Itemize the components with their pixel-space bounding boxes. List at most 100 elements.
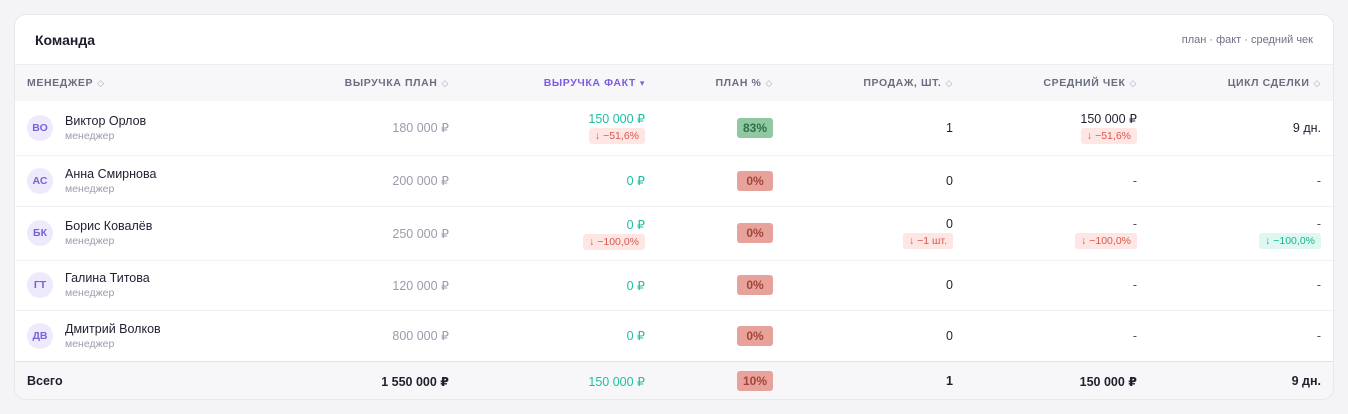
manager-cell: ДВ Дмитрий Волков менеджер: [15, 310, 275, 361]
manager-role: менеджер: [65, 287, 115, 299]
manager-cell: ВО Виктор Орлов менеджер: [15, 101, 275, 155]
manager-name: Анна Смирнова: [65, 166, 157, 181]
sort-icon: ◇: [441, 78, 449, 88]
manager-cell: ГТ Галина Титова менеджер: [15, 260, 275, 310]
column-header-revenue-fact[interactable]: Выручка факт ▾: [543, 77, 645, 89]
sort-icon: ◇: [97, 78, 105, 88]
manager-name: Галина Титова: [65, 271, 150, 285]
sales-count: 0: [946, 173, 953, 188]
average-check-delta-badge: ↓ −51,6%: [1080, 128, 1137, 145]
average-check-cell: -: [967, 155, 1151, 206]
manager-role: менеджер: [65, 182, 115, 195]
plan-percent-badge: 0%: [737, 223, 773, 243]
sales-count: 1: [946, 120, 953, 135]
total-revenue-plan: 1 550 000 ₽: [381, 374, 449, 389]
revenue-fact: 0 ₽: [626, 217, 645, 232]
deal-cycle-delta-badge: ↓ −100,0%: [1259, 233, 1321, 249]
sort-desc-icon: ▾: [639, 78, 645, 88]
average-check-cell: -: [967, 310, 1151, 361]
deal-cycle-cell: -: [1151, 310, 1333, 361]
deal-cycle: -: [1316, 173, 1321, 188]
deal-cycle-cell: -: [1151, 260, 1333, 310]
team-card: Команда план · факт · средний чек Менедж…: [14, 14, 1334, 400]
table-row[interactable]: ГТ Галина Титова менеджер 120 000 ₽ 0 ₽ 0% 0 - -: [15, 260, 1333, 310]
avatar: ДВ: [27, 322, 53, 349]
column-header-average-check[interactable]: Средний чек ◇: [1043, 77, 1137, 89]
average-check: -: [1132, 328, 1137, 343]
avatar: ГТ: [27, 272, 53, 298]
total-plan-percent-cell: 10%: [659, 361, 787, 399]
sales-count-cell: 1: [787, 101, 967, 155]
revenue-fact-delta-badge: ↓ −51,6%: [588, 128, 645, 145]
revenue-fact: 0 ₽: [626, 174, 645, 188]
avatar: ВО: [27, 114, 53, 141]
avatar: БК: [27, 220, 53, 246]
average-check: -: [1132, 217, 1137, 231]
revenue-plan: 200 000 ₽: [392, 174, 449, 188]
table-header-row: Менеджер ◇ Выручка план ◇ Выручка факт ▾ Пл…: [15, 65, 1333, 101]
sales-count-cell: 0: [787, 310, 967, 361]
card-header: Команда план · факт · средний чек: [15, 15, 1333, 65]
avatar: АС: [27, 167, 53, 194]
sales-count: 0: [946, 328, 953, 343]
plan-percent-cell: 0%: [659, 206, 787, 260]
average-check-cell: 150 000 ₽ ↓ −51,6%: [967, 101, 1151, 155]
total-deal-cycle: 9 дн.: [1291, 374, 1321, 389]
sales-count: 0: [946, 278, 953, 292]
total-revenue-fact: 150 000 ₽: [588, 374, 645, 389]
plan-percent-cell: 83%: [659, 101, 787, 155]
revenue-fact-cell: 0 ₽: [463, 260, 659, 310]
manager-role: менеджер: [65, 235, 115, 247]
average-check-delta-badge: ↓ −100,0%: [1075, 233, 1137, 249]
deal-cycle: 9 дн.: [1292, 120, 1321, 135]
sales-count-delta-badge: ↓ −1 шт.: [902, 233, 953, 249]
plan-percent-badge: 0%: [737, 325, 773, 346]
column-header-deal-cycle[interactable]: Цикл сделки ◇: [1227, 77, 1321, 89]
sales-count-cell: 0: [787, 260, 967, 310]
column-header-manager[interactable]: Менеджер ◇: [27, 77, 105, 89]
revenue-fact: 0 ₽: [626, 329, 645, 343]
deal-cycle-cell: 9 дн.: [1151, 101, 1333, 155]
average-check: 150 000 ₽: [1080, 112, 1137, 127]
plan-percent-badge: 0%: [737, 275, 773, 295]
revenue-fact-cell: 150 000 ₽ ↓ −51,6%: [463, 101, 659, 155]
revenue-fact: 150 000 ₽: [588, 112, 645, 127]
revenue-fact-cell: 0 ₽: [463, 155, 659, 206]
total-sales-count: 1: [946, 374, 953, 389]
revenue-plan: 120 000 ₽: [392, 278, 449, 293]
revenue-fact-delta-badge: ↓ −100,0%: [583, 233, 645, 250]
average-check-cell: -: [967, 260, 1151, 310]
column-header-sales-count[interactable]: Продаж, шт. ◇: [863, 77, 953, 89]
revenue-plan: 180 000 ₽: [392, 121, 449, 136]
sort-icon: ◇: [1313, 78, 1321, 88]
table-row[interactable]: АС Анна Смирнова менеджер 200 000 ₽ 0 ₽ 0% 0 - -: [15, 155, 1333, 206]
column-header-revenue-plan[interactable]: Выручка план ◇: [344, 77, 449, 89]
column-header-plan-percent[interactable]: План % ◇: [715, 77, 773, 89]
sales-count: 0: [946, 217, 953, 231]
deal-cycle: -: [1316, 328, 1321, 343]
plan-percent-badge: 10%: [736, 371, 773, 392]
plan-percent-cell: 0%: [659, 155, 787, 206]
plan-percent-cell: 0%: [659, 310, 787, 361]
deal-cycle: -: [1316, 278, 1321, 292]
revenue-plan: 800 000 ₽: [392, 329, 449, 343]
average-check: -: [1132, 173, 1137, 188]
card-title: Команда: [35, 31, 95, 48]
deal-cycle-cell: -: [1151, 155, 1333, 206]
plan-percent-cell: 0%: [659, 260, 787, 310]
sort-icon: ◇: [765, 78, 773, 88]
deal-cycle-cell: - ↓ −100,0%: [1151, 206, 1333, 260]
table-row[interactable]: ВО Виктор Орлов менеджер 180 000 ₽ 150 000 ₽…: [15, 101, 1333, 155]
manager-role: менеджер: [65, 337, 115, 350]
sales-count-cell: 0 ↓ −1 шт.: [787, 206, 967, 260]
team-table: Менеджер ◇ Выручка план ◇ Выручка факт ▾ Пл…: [15, 65, 1333, 399]
table-row[interactable]: БК Борис Ковалёв менеджер 250 000 ₽0 ₽ ↓ −10…: [15, 206, 1333, 260]
revenue-fact: 0 ₽: [626, 278, 645, 293]
total-label: Всего: [27, 374, 63, 389]
average-check-cell: - ↓ −100,0%: [967, 206, 1151, 260]
manager-role: менеджер: [65, 129, 115, 142]
table-row[interactable]: ДВ Дмитрий Волков менеджер 800 000 ₽ 0 ₽ 0% 0 -…: [15, 310, 1333, 361]
plan-percent-badge: 83%: [736, 117, 773, 138]
revenue-plan: 250 000 ₽: [392, 226, 449, 241]
plan-percent-badge: 0%: [737, 170, 773, 191]
